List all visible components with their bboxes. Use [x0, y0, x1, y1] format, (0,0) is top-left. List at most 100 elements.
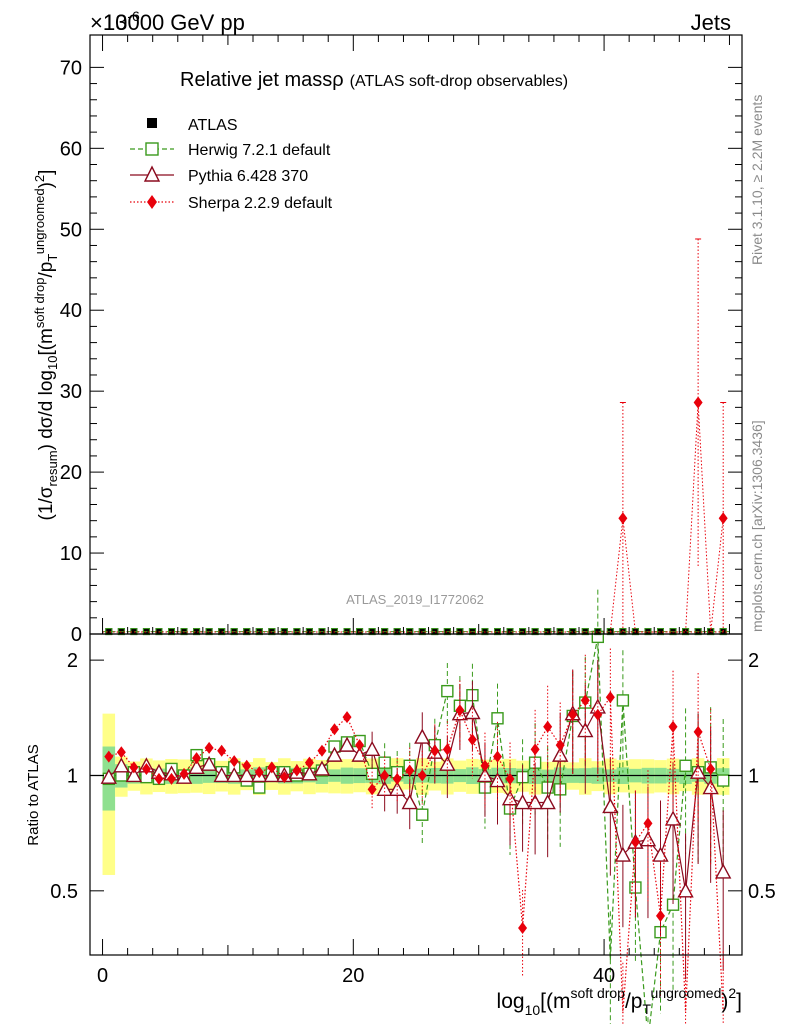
- ratio-point-herwig-25: [416, 808, 429, 821]
- header-right: Jets: [691, 10, 731, 35]
- ratio-point-pythia-9: [213, 766, 230, 783]
- ratio-point-sherpa-5: [167, 772, 176, 785]
- x-tick-label-2: 40: [593, 965, 615, 987]
- ratio-point-pythia-31: [489, 772, 506, 788]
- ratio-point-sherpa-36: [555, 739, 565, 752]
- ratio-point-sherpa-30: [480, 759, 490, 772]
- sherpa-peak-1: [693, 396, 703, 409]
- ratio-series: [90, 589, 742, 1024]
- ratio-point-sherpa-43: [643, 817, 653, 830]
- ratio-point-herwig-27: [441, 684, 454, 698]
- ratio-tick-label-right-1: 1: [748, 765, 759, 787]
- header-left: 13000 GeV pp: [103, 10, 245, 35]
- ratio-point-pythia-46: [677, 882, 694, 898]
- ratio-point-sherpa-45: [668, 720, 678, 733]
- ratio-point-sherpa-12: [254, 766, 264, 779]
- ratio-tick-label-2: 2: [67, 650, 78, 672]
- ratio-point-pythia-25: [414, 728, 431, 744]
- ratio-point-pythia-19: [338, 736, 356, 752]
- legend-marker-pythia: [143, 165, 161, 182]
- ratio-point-pythia-21: [363, 740, 381, 757]
- ratio-point-sherpa-31: [493, 750, 502, 763]
- sherpa-main-line: [609, 402, 724, 633]
- ratio-point-sherpa-19: [342, 711, 352, 724]
- rivet-label: Rivet 3.1.10, ≥ 2.2M events: [749, 95, 765, 265]
- ratio-point-sherpa-16: [304, 756, 314, 769]
- ratio-point-herwig-46: [679, 759, 692, 772]
- ratio-point-sherpa-15: [292, 764, 302, 777]
- y-axis-label: (1/σresum) dσ/d log10[(msoft drop/pTungr…: [32, 170, 60, 521]
- ratio-point-sherpa-38: [580, 694, 590, 707]
- ratio-point-pythia-1: [113, 757, 130, 773]
- ratio-point-sherpa-39: [593, 708, 603, 721]
- ratio-point-sherpa-10: [229, 755, 239, 768]
- ratio-point-pythia-8: [200, 755, 218, 771]
- ratio-point-pythia-40: [602, 798, 619, 814]
- exponent-label: ×10-6: [90, 8, 140, 35]
- mcplots-label: mcplots.cern.ch [arXiv:1306.3436]: [749, 420, 765, 632]
- ratio-point-sherpa-20: [355, 739, 365, 752]
- legend-label-sherpa: Sherpa 2.2.9 default: [188, 195, 333, 212]
- ratio-tick-label-1: 1: [67, 765, 78, 787]
- ratio-line-pythia: [108, 704, 724, 891]
- ratio-point-sherpa-13: [267, 761, 277, 774]
- y-tick-label-4: 40: [60, 300, 82, 322]
- ratio-point-sherpa-14: [279, 771, 289, 784]
- ratio-point-sherpa-23: [392, 772, 402, 785]
- ratio-point-sherpa-29: [467, 733, 477, 746]
- ratio-point-sherpa-32: [505, 772, 515, 785]
- ratio-tick-label-right-0: 0.5: [748, 881, 776, 903]
- y-tick-label-5: 50: [60, 219, 82, 241]
- atlas-point-7: [193, 628, 201, 636]
- ratio-point-sherpa-22: [380, 769, 390, 782]
- ratio-point-sherpa-8: [204, 741, 214, 754]
- x-tick-label-0: 0: [97, 965, 108, 987]
- legend-marker-sherpa: [147, 195, 157, 209]
- y-tick-label-3: 30: [60, 381, 82, 403]
- ratio-point-sherpa-0: [104, 750, 114, 763]
- ratio-point-herwig-22: [378, 756, 391, 769]
- ratio-point-pythia-7: [188, 758, 205, 775]
- ratio-point-sherpa-2: [129, 761, 139, 774]
- ratio-line-sherpa: [108, 695, 724, 1014]
- ratio-point-sherpa-11: [242, 759, 252, 772]
- ratio-point-pythia-18: [326, 746, 343, 762]
- legend-marker-herwig: [145, 142, 159, 156]
- ratio-point-pythia-43: [639, 831, 657, 847]
- ratio-point-sherpa-3: [141, 762, 151, 775]
- ratio-point-herwig-31: [491, 712, 504, 725]
- legend-label-herwig: Herwig 7.2.1 default: [188, 142, 331, 159]
- atlas-point-2: [130, 628, 138, 636]
- ratio-point-sherpa-27: [442, 743, 452, 756]
- ratio-point-pythia-10: [226, 766, 243, 783]
- ratio-point-sherpa-25: [417, 769, 427, 782]
- x-tick-label-1: 20: [342, 965, 364, 987]
- y-tick-label-0: 0: [71, 624, 82, 646]
- main-series: [102, 238, 730, 636]
- ratio-point-sherpa-34: [530, 743, 540, 756]
- ratio-plot-frame: [89, 633, 743, 956]
- ratio-point-pythia-11: [238, 766, 255, 783]
- ratio-point-pythia-34: [526, 794, 544, 810]
- legend-label-pythia: Pythia 6.428 370: [188, 168, 308, 185]
- ratio-point-pythia-36: [552, 746, 569, 762]
- ratio-point-pythia-41: [614, 846, 632, 862]
- watermark: ATLAS_2019_I1772062: [346, 592, 484, 607]
- axis-frames: [89, 34, 743, 956]
- y-tick-label-6: 60: [60, 138, 82, 160]
- ratio-point-sherpa-40: [605, 691, 615, 704]
- ratio-point-sherpa-4: [154, 772, 164, 785]
- sherpa-peak-0: [618, 512, 628, 525]
- legend: ATLAS Herwig 7.2.1 default Pythia 6.428 …: [130, 117, 333, 212]
- ratio-point-sherpa-42: [630, 836, 640, 849]
- y-tick-label-2: 20: [60, 462, 82, 484]
- ratio-point-sherpa-7: [192, 752, 202, 765]
- ratio-point-pythia-23: [389, 780, 406, 797]
- ratio-point-sherpa-35: [543, 720, 553, 733]
- ratio-axis-label: Ratio to ATLAS: [25, 744, 42, 845]
- ratio-point-sherpa-28: [455, 704, 465, 717]
- ratio-point-sherpa-1: [116, 746, 126, 759]
- x-axis-label: log10[(msoft drop/pTungroomed)2]: [497, 985, 742, 1018]
